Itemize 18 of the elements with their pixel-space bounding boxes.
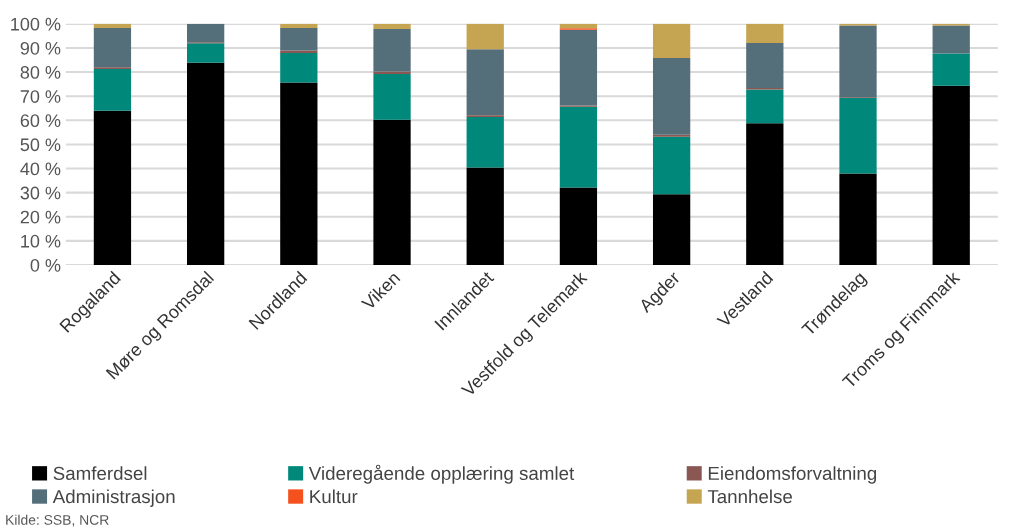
y-tick-label: 0 %: [30, 258, 61, 272]
y-tick-label: 80 %: [20, 66, 61, 79]
y-tick-label: 70 %: [20, 90, 61, 103]
y-tick-label: 50 %: [20, 138, 61, 152]
legend-label: Eiendomsforvaltning: [708, 466, 877, 484]
legend-label: Administrasjon: [52, 489, 175, 507]
y-tick-label: 100 %: [11, 17, 61, 31]
y-tick-label: 30 %: [20, 186, 61, 200]
y-tick-label: 40 %: [20, 162, 61, 176]
legend-label: Samferdsel: [53, 466, 147, 481]
text: Kilde: SSB, NCR: [6, 514, 109, 527]
y-tick-label: 60 %: [20, 114, 61, 128]
legend-label: Tannhelse: [707, 489, 792, 504]
legend-label: Kultur: [310, 489, 358, 504]
y-tick-label: 20 %: [20, 210, 61, 224]
y-tick-label: 90 %: [20, 41, 61, 55]
legend-label: Videregående opplæring samlet: [308, 464, 575, 484]
y-tick-label: 10 %: [21, 234, 61, 248]
